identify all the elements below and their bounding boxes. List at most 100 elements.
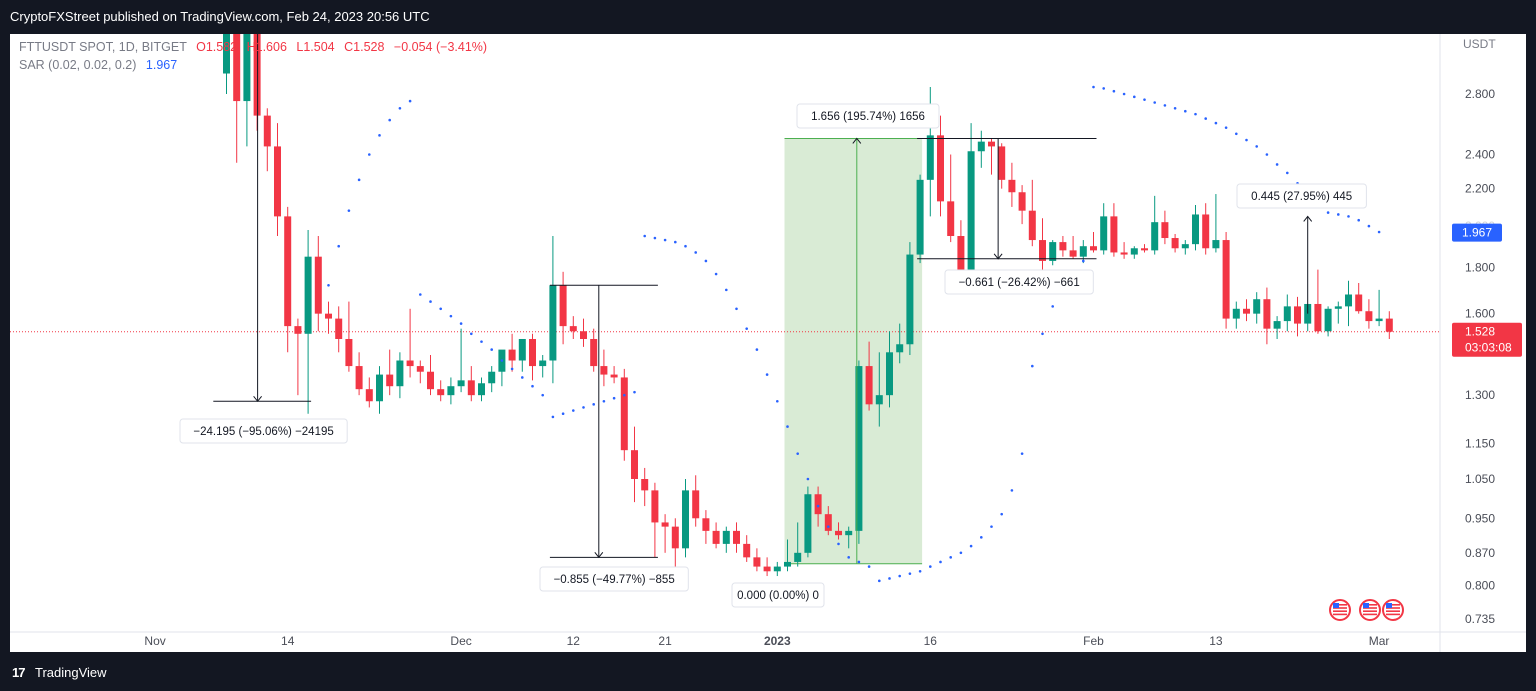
candle-body xyxy=(1028,210,1036,241)
sar-dot xyxy=(459,322,463,325)
sar-dot xyxy=(888,577,891,580)
candle xyxy=(1212,194,1220,253)
candle xyxy=(447,377,455,405)
flag-stripe xyxy=(1363,613,1377,616)
candle-body xyxy=(1385,318,1393,332)
candle-body xyxy=(835,530,842,536)
candle xyxy=(641,467,649,507)
measure-label-box xyxy=(796,103,940,129)
candle xyxy=(253,34,261,131)
candle-body xyxy=(947,201,955,237)
sar-dot xyxy=(878,579,881,583)
sar-dot xyxy=(1031,364,1034,368)
sar-dot xyxy=(419,293,422,296)
sar-dot xyxy=(980,536,983,539)
sar-dot xyxy=(347,209,351,212)
time-tick-label: 16 xyxy=(924,634,938,648)
candle-body xyxy=(1090,246,1097,251)
sar-dot xyxy=(1082,259,1085,263)
candle-body xyxy=(1324,308,1332,332)
sar-dot xyxy=(1367,224,1371,228)
sar-dot xyxy=(704,259,708,263)
price-tick-label: 1.800 xyxy=(1465,260,1495,274)
flag-stripe xyxy=(1363,604,1377,606)
measure-arrowhead xyxy=(253,395,263,403)
measure-label: 0.445 (27.95%) 445 xyxy=(1251,191,1352,203)
candle xyxy=(478,377,485,402)
price-tick-label: 1.150 xyxy=(1465,436,1495,450)
sar-dot xyxy=(470,332,473,336)
sar-dot xyxy=(1214,121,1218,125)
candle xyxy=(875,352,883,427)
candle-body xyxy=(233,34,241,102)
legend-row-symbol: FTTUSDT SPOT, 1D, BITGET O1.582 H1.606 L… xyxy=(19,38,487,56)
candle xyxy=(1355,282,1363,314)
sar-dot xyxy=(592,403,595,406)
candle xyxy=(396,352,404,399)
candle-body xyxy=(804,494,812,553)
sar-dot xyxy=(480,340,483,343)
price-chart[interactable]: −24.195 (−95.06%) −24195 −0.855 (−49.77%)… xyxy=(10,34,1526,652)
sar-dot xyxy=(602,399,606,403)
legend-low: L1.504 xyxy=(296,40,335,54)
candle xyxy=(539,355,547,378)
candle xyxy=(233,34,241,163)
tradingview-logo[interactable]: 17 TradingView xyxy=(12,664,132,682)
sar-dot xyxy=(1245,138,1248,142)
footer-bar: 17 TradingView xyxy=(0,652,1536,691)
candle xyxy=(947,154,955,243)
candle xyxy=(1263,287,1271,345)
candle xyxy=(1232,301,1240,329)
brand-name: TradingView xyxy=(35,665,107,680)
candle xyxy=(294,318,302,396)
us-flag-icon xyxy=(1359,599,1381,621)
sar-dot xyxy=(816,504,820,508)
candle-body xyxy=(712,530,720,544)
candle xyxy=(457,328,465,393)
time-tick-label: Dec xyxy=(450,634,471,648)
price-tick-label: 0.950 xyxy=(1465,511,1495,525)
sar-dot xyxy=(623,393,626,397)
candle xyxy=(1049,240,1057,266)
candle xyxy=(763,557,771,577)
candle-body xyxy=(886,352,893,396)
event-flags xyxy=(1329,599,1404,621)
candle xyxy=(1171,234,1179,253)
candle-body xyxy=(1334,306,1342,309)
candle-body xyxy=(396,360,404,387)
sar-dot xyxy=(694,251,697,254)
candle xyxy=(988,138,995,175)
candle-body xyxy=(529,338,536,367)
candle xyxy=(957,220,965,279)
candle xyxy=(631,426,638,503)
candle-body xyxy=(1161,222,1169,239)
sar-dot xyxy=(1326,211,1330,214)
flag-canton xyxy=(1386,603,1392,608)
candle xyxy=(1141,244,1148,253)
measure-arrowhead xyxy=(852,137,862,144)
candle xyxy=(427,355,434,396)
measure-label: 1.656 (195.74%) 1656 xyxy=(811,111,925,123)
candle xyxy=(1120,242,1128,259)
candle-body xyxy=(906,254,914,345)
candle-body xyxy=(1243,308,1250,314)
legend-change: −0.054 (−3.41%) xyxy=(393,40,488,54)
legend-row-sar: SAR (0.02, 0.02, 0.2) 1.967 xyxy=(19,56,487,74)
candle-body xyxy=(1314,303,1322,332)
flag-stripe xyxy=(1386,613,1400,616)
legend-open: O1.582 xyxy=(196,40,238,54)
candle-body xyxy=(518,338,526,361)
sar-dot xyxy=(735,307,738,311)
candle-body xyxy=(508,349,516,361)
sar-dot xyxy=(561,412,565,416)
sar-dot xyxy=(1255,145,1258,148)
sar-dot xyxy=(908,572,912,575)
candle-body xyxy=(753,557,761,567)
chart-frame[interactable]: −24.195 (−95.06%) −24195 −0.855 (−49.77%)… xyxy=(10,34,1526,652)
candle xyxy=(1110,203,1118,257)
time-axis: Nov 14 Dec 12 21 2023 16 Feb 13 Mar xyxy=(144,634,1389,648)
candle xyxy=(488,366,496,393)
candle xyxy=(263,108,271,172)
candle xyxy=(937,115,944,217)
sar-dot xyxy=(1102,87,1105,90)
